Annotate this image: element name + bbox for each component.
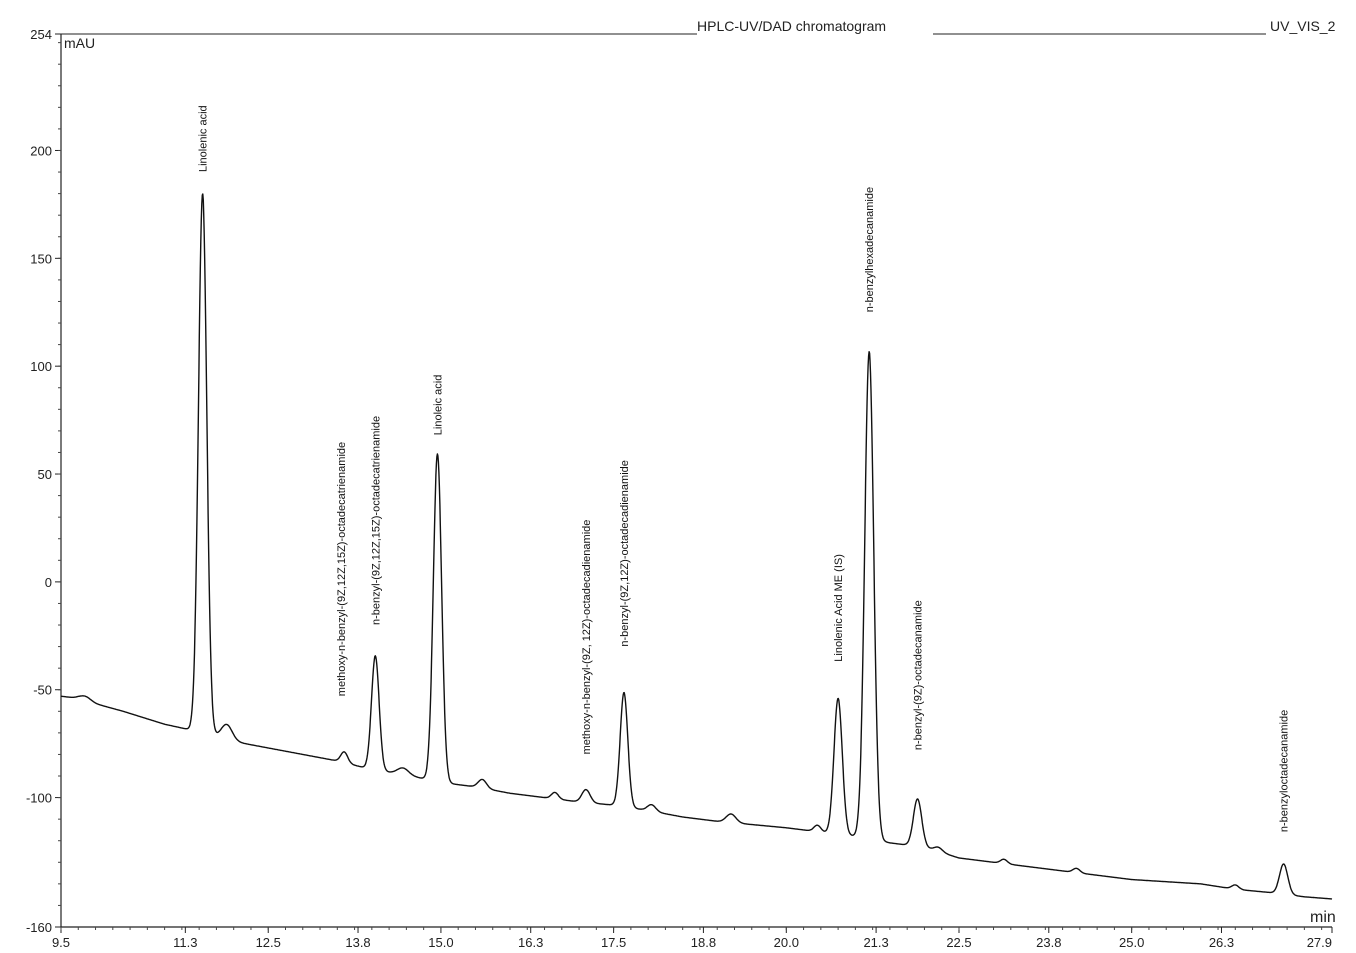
peak-label: n-benzylhexadecanamide bbox=[864, 187, 876, 312]
chromatogram-trace bbox=[60, 193, 1333, 900]
peak-label: methoxy-n-benzyl-(9Z,12Z,15Z)-octadecatr… bbox=[336, 442, 348, 696]
peak-labels: Linolenic acid methoxy-n-benzyl-(9Z,12Z,1… bbox=[198, 105, 1291, 832]
y-tick-label: 254 bbox=[30, 27, 52, 42]
peak-label: Linolenic Acid ME (IS) bbox=[833, 554, 845, 662]
y-tick-label: 100 bbox=[30, 359, 52, 374]
y-axis-unit: mAU bbox=[64, 35, 95, 51]
peak-label: Linolenic acid bbox=[198, 105, 210, 172]
y-tick-label: -100 bbox=[26, 791, 52, 806]
x-tick-label: 18.8 bbox=[691, 935, 716, 950]
x-tick-label: 13.8 bbox=[345, 935, 370, 950]
x-tick-label: 26.3 bbox=[1209, 935, 1234, 950]
x-tick-label: 20.0 bbox=[774, 935, 799, 950]
x-tick-label: 23.8 bbox=[1036, 935, 1061, 950]
channel-label: UV_VIS_2 bbox=[1270, 18, 1336, 34]
chart-title: HPLC-UV/DAD chromatogram bbox=[697, 18, 886, 34]
x-tick-label: 12.5 bbox=[256, 935, 281, 950]
x-axis-unit: min bbox=[1310, 909, 1336, 926]
y-axis-ticks: -160 -100 -50 0 50 100 150 200 254 bbox=[26, 27, 61, 935]
x-tick-label: 25.0 bbox=[1119, 935, 1144, 950]
y-tick-label: -160 bbox=[26, 920, 52, 935]
y-tick-label: -50 bbox=[33, 683, 52, 698]
axes bbox=[60, 33, 1332, 928]
y-tick-label: 200 bbox=[30, 143, 52, 158]
y-tick-label: 50 bbox=[38, 467, 52, 482]
x-tick-label: 17.5 bbox=[601, 935, 626, 950]
x-tick-label: 15.0 bbox=[428, 935, 453, 950]
x-tick-label: 16.3 bbox=[518, 935, 543, 950]
peak-label: n-benzyl-(9Z,12Z)-octadecadienamide bbox=[619, 460, 631, 646]
peak-label: methoxy-n-benzyl-(9Z, 12Z)-octadecadiena… bbox=[581, 520, 593, 755]
y-tick-label: 150 bbox=[30, 251, 52, 266]
peak-label: n-benzyl-(9Z)-octadecanamide bbox=[913, 600, 925, 750]
x-tick-label: 22.5 bbox=[946, 935, 971, 950]
x-tick-label: 27.9 bbox=[1307, 935, 1332, 950]
peak-label: Linoleic acid bbox=[433, 375, 445, 436]
x-tick-label: 11.3 bbox=[173, 935, 197, 950]
y-tick-label: 0 bbox=[45, 575, 52, 590]
peak-label: n-benzyloctadecanamide bbox=[1279, 710, 1291, 832]
x-axis-ticks: 9.5 11.3 12.5 13.8 15.0 16.3 17.5 18.8 20.0 21.3 2… bbox=[52, 927, 1333, 950]
x-tick-label: 21.3 bbox=[863, 935, 888, 950]
peak-label: n-benzyl-(9Z,12Z,15Z)-octadecatrienamide bbox=[370, 416, 382, 625]
x-tick-label: 9.5 bbox=[52, 935, 70, 950]
